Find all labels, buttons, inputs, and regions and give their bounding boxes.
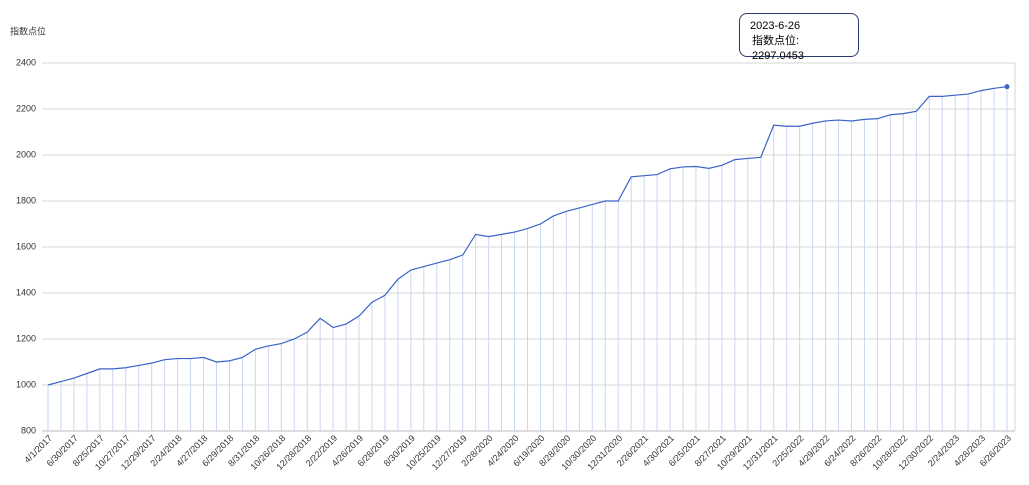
y-tick-label: 1800: [16, 195, 36, 205]
y-tick-label: 1600: [16, 241, 36, 251]
y-tick-label: 2200: [16, 103, 36, 113]
tooltip: 2023-6-26 指数点位: 2297.0453: [739, 13, 859, 62]
tooltip-text: 指数点位: 2297.0453: [752, 35, 804, 62]
y-tick-label: 1400: [16, 287, 36, 297]
y-tick-label: 2400: [16, 57, 36, 67]
hover-point: [1004, 84, 1010, 90]
tooltip-date: 2023-6-26: [750, 20, 801, 32]
y-tick-label: 1200: [16, 333, 36, 343]
line: [47, 86, 1008, 386]
y-tick-label: 800: [21, 425, 36, 435]
y-tick-label: 1000: [16, 379, 36, 389]
y-axis-label: 指数点位: [10, 25, 46, 36]
y-tick-label: 2000: [16, 149, 36, 159]
